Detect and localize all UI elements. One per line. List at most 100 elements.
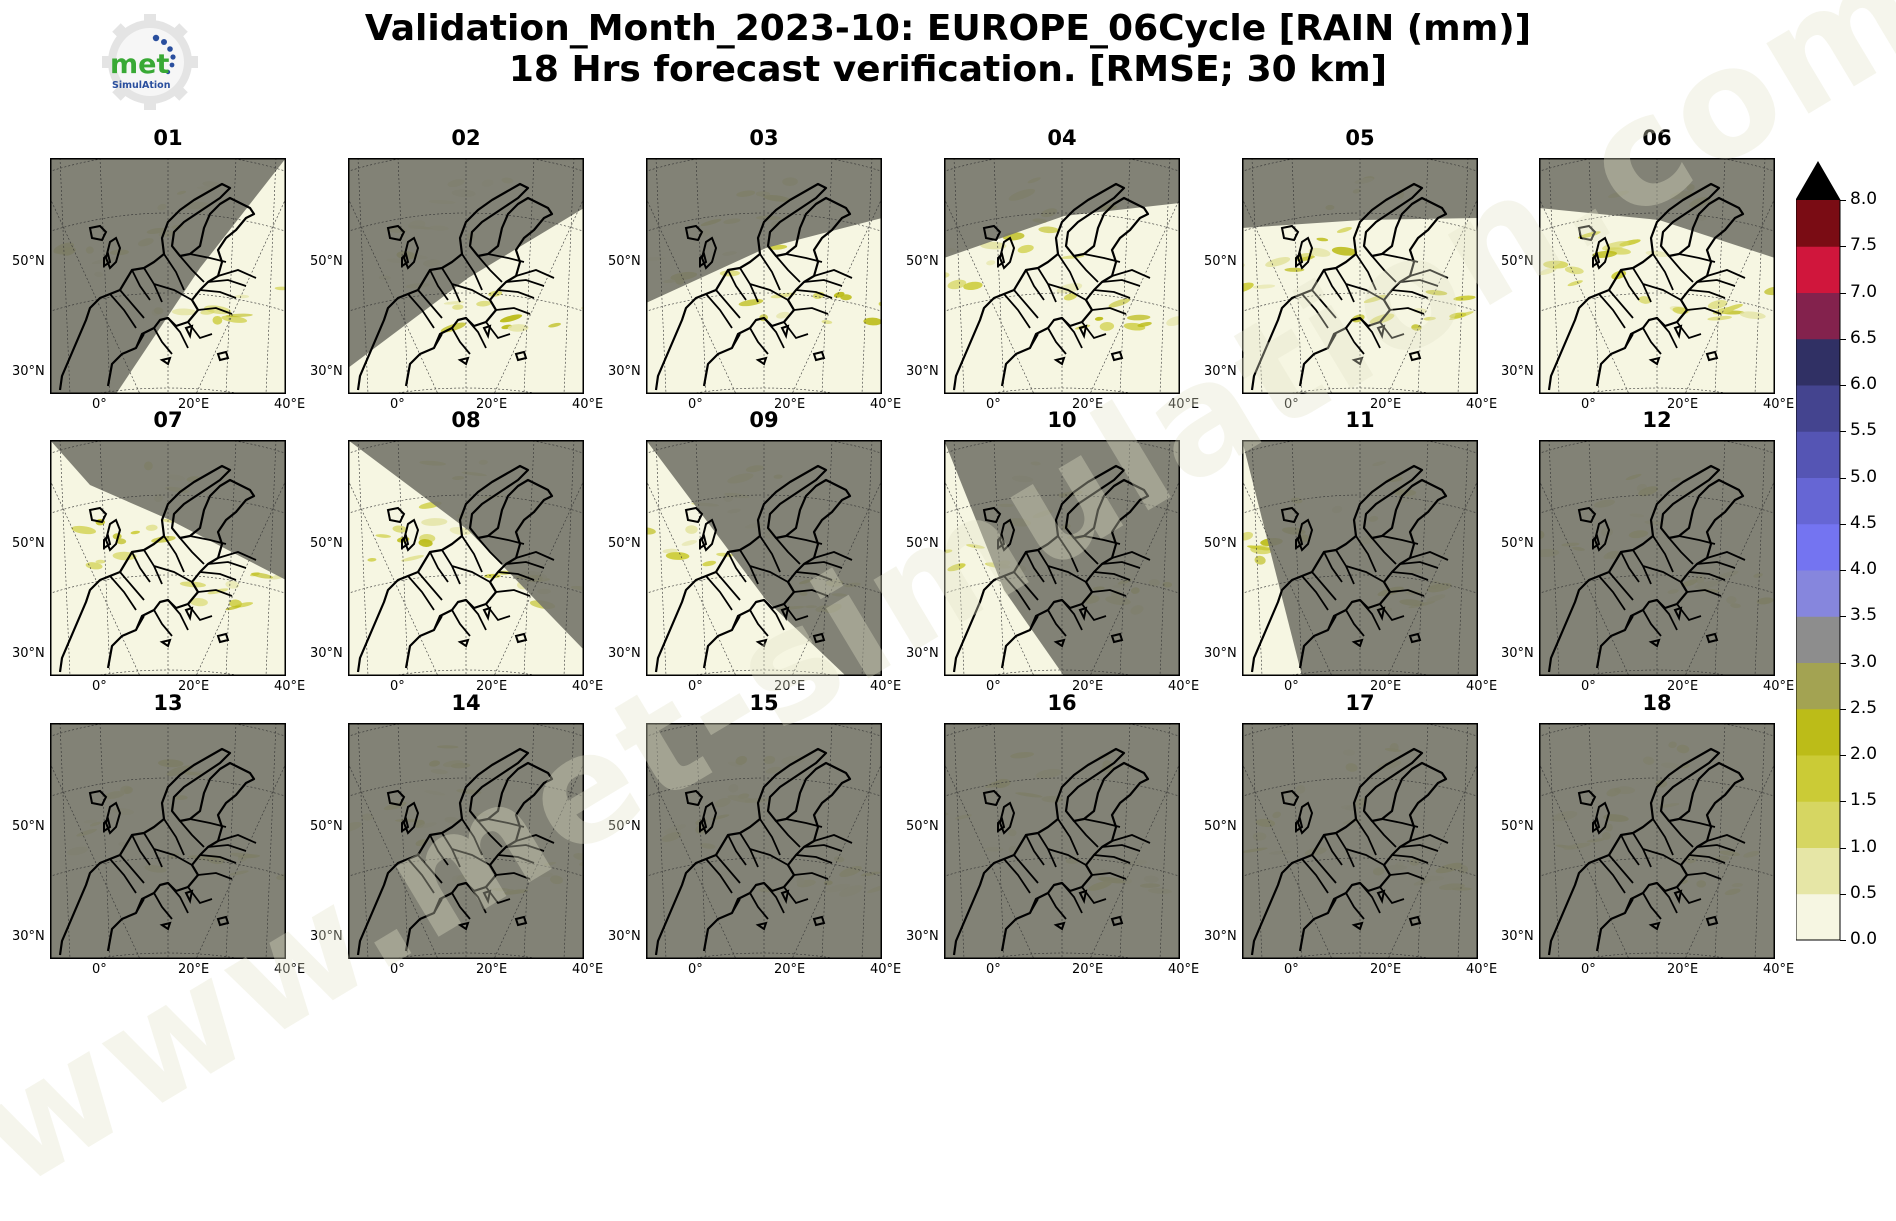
map-panel-11 bbox=[1242, 440, 1478, 676]
map-panel-14 bbox=[348, 723, 584, 959]
lon-label: 40°E bbox=[870, 962, 901, 977]
colorbar-tick bbox=[1840, 848, 1846, 849]
map-svg bbox=[1242, 158, 1478, 394]
panel-title: 04 bbox=[944, 126, 1180, 150]
map-svg bbox=[1242, 440, 1478, 676]
lat-label: 50°N bbox=[906, 254, 939, 269]
lat-label: 50°N bbox=[906, 536, 939, 551]
lat-label: 30°N bbox=[1204, 646, 1237, 661]
lon-label: 0° bbox=[390, 962, 405, 977]
colorbar-tick bbox=[1840, 755, 1846, 756]
colorbar-segment bbox=[1796, 616, 1840, 663]
map-svg bbox=[646, 440, 882, 676]
colorbar-tick-label: 3.5 bbox=[1850, 605, 1877, 625]
map-svg bbox=[1539, 158, 1775, 394]
map-panel-16 bbox=[944, 723, 1180, 959]
map-svg bbox=[944, 723, 1180, 959]
map-svg bbox=[50, 158, 286, 394]
colorbar-segment bbox=[1796, 848, 1840, 895]
map-svg bbox=[348, 440, 584, 676]
panel-title: 01 bbox=[50, 126, 286, 150]
panel-title: 05 bbox=[1242, 126, 1478, 150]
lat-label: 50°N bbox=[608, 819, 641, 834]
lat-label: 50°N bbox=[12, 536, 45, 551]
lat-label: 50°N bbox=[906, 819, 939, 834]
panel-title: 15 bbox=[646, 691, 882, 715]
colorbar-extend-arrow bbox=[1796, 162, 1840, 200]
lat-label: 30°N bbox=[608, 929, 641, 944]
panel-title: 02 bbox=[348, 126, 584, 150]
lon-label: 40°E bbox=[274, 962, 305, 977]
colorbar-segment bbox=[1796, 570, 1840, 617]
colorbar-segment bbox=[1796, 246, 1840, 293]
panel-title: 10 bbox=[944, 408, 1180, 432]
panel-title: 07 bbox=[50, 408, 286, 432]
lat-label: 50°N bbox=[310, 254, 343, 269]
map-svg bbox=[944, 440, 1180, 676]
colorbar-tick-label: 8.0 bbox=[1850, 189, 1877, 209]
colorbar-segment bbox=[1796, 894, 1840, 941]
lat-label: 50°N bbox=[12, 819, 45, 834]
map-panel-10 bbox=[944, 440, 1180, 676]
colorbar-segment bbox=[1796, 200, 1840, 247]
lon-label: 20°E bbox=[1072, 962, 1103, 977]
colorbar-tick-label: 4.0 bbox=[1850, 559, 1877, 579]
colorbar-segment bbox=[1796, 801, 1840, 848]
colorbar-tick-label: 7.0 bbox=[1850, 282, 1877, 302]
panel-title: 17 bbox=[1242, 691, 1478, 715]
lat-label: 30°N bbox=[1204, 929, 1237, 944]
map-panel-06 bbox=[1539, 158, 1775, 394]
panel-title: 12 bbox=[1539, 408, 1775, 432]
lon-label: 20°E bbox=[774, 962, 805, 977]
lat-label: 50°N bbox=[12, 254, 45, 269]
colorbar-tick-label: 5.0 bbox=[1850, 467, 1877, 487]
lon-label: 40°E bbox=[1168, 962, 1199, 977]
lon-label: 0° bbox=[1284, 962, 1299, 977]
map-svg bbox=[646, 158, 882, 394]
lat-label: 30°N bbox=[1501, 929, 1534, 944]
panel-title: 14 bbox=[348, 691, 584, 715]
panel-title: 03 bbox=[646, 126, 882, 150]
colorbar-segment bbox=[1796, 524, 1840, 571]
panel-title: 13 bbox=[50, 691, 286, 715]
colorbar-segment bbox=[1796, 663, 1840, 710]
lat-label: 30°N bbox=[906, 364, 939, 379]
map-svg bbox=[1539, 440, 1775, 676]
map-panel-07 bbox=[50, 440, 286, 676]
panel-title: 18 bbox=[1539, 691, 1775, 715]
colorbar-tick-label: 2.0 bbox=[1850, 744, 1877, 764]
lat-label: 50°N bbox=[1501, 819, 1534, 834]
colorbar-segment bbox=[1796, 431, 1840, 478]
lat-label: 30°N bbox=[906, 646, 939, 661]
lat-label: 50°N bbox=[1204, 536, 1237, 551]
colorbar-tick-label: 0.0 bbox=[1850, 929, 1877, 949]
map-panel-08 bbox=[348, 440, 584, 676]
colorbar-tick bbox=[1840, 431, 1846, 432]
colorbar-tick bbox=[1840, 339, 1846, 340]
colorbar-tick bbox=[1840, 524, 1846, 525]
colorbar-tick bbox=[1840, 478, 1846, 479]
lon-label: 20°E bbox=[1370, 962, 1401, 977]
lat-label: 30°N bbox=[1501, 364, 1534, 379]
lat-label: 50°N bbox=[1501, 254, 1534, 269]
colorbar-segment bbox=[1796, 293, 1840, 340]
lat-label: 50°N bbox=[1204, 819, 1237, 834]
lat-label: 50°N bbox=[310, 536, 343, 551]
colorbar-tick bbox=[1840, 570, 1846, 571]
map-panel-13 bbox=[50, 723, 286, 959]
lon-label: 20°E bbox=[1667, 962, 1698, 977]
map-svg bbox=[646, 723, 882, 959]
lat-label: 30°N bbox=[310, 929, 343, 944]
colorbar-tick bbox=[1840, 293, 1846, 294]
colorbar-tick-label: 2.5 bbox=[1850, 698, 1877, 718]
colorbar-tick bbox=[1840, 200, 1846, 201]
lon-label: 0° bbox=[688, 962, 703, 977]
map-panel-02 bbox=[348, 158, 584, 394]
colorbar-tick-label: 3.0 bbox=[1850, 652, 1877, 672]
figure: met SimulAtion Validation_Month_2023-10:… bbox=[0, 0, 1896, 988]
lat-label: 30°N bbox=[12, 364, 45, 379]
colorbar-segment bbox=[1796, 385, 1840, 432]
lat-label: 30°N bbox=[608, 646, 641, 661]
panel-title: 08 bbox=[348, 408, 584, 432]
map-svg bbox=[50, 723, 286, 959]
